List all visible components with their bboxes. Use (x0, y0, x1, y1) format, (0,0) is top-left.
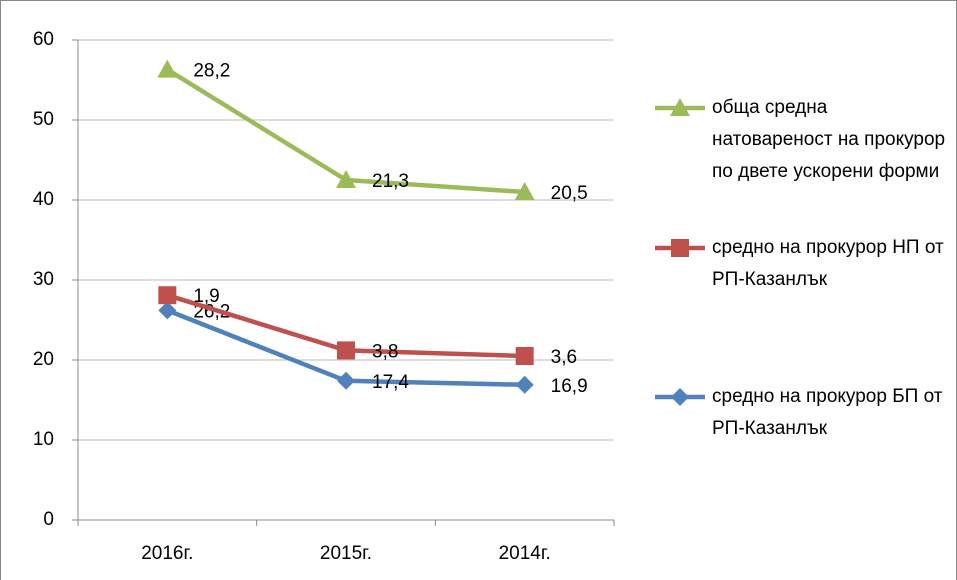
marker (158, 286, 177, 305)
x-tick-label: 2014г. (499, 543, 551, 564)
marker (157, 59, 178, 78)
data-label: 20,5 (551, 183, 588, 204)
data-label: 17,4 (372, 372, 409, 393)
y-tick-label: 60 (33, 29, 54, 50)
x-tick-label: 2015г. (320, 543, 372, 564)
y-tick-label: 20 (33, 349, 54, 370)
marker (336, 170, 356, 188)
data-label: 3,6 (551, 347, 577, 368)
marker (158, 301, 177, 320)
y-tick-label: 30 (33, 269, 54, 290)
y-tick-label: 50 (33, 109, 54, 130)
data-label: 3,8 (372, 341, 398, 362)
x-tick-label: 2016г. (141, 543, 193, 564)
marker (671, 388, 689, 406)
marker (515, 375, 534, 394)
y-tick-label: 40 (33, 189, 54, 210)
legend-label: средно на прокурор НП от РП-Казанлък (712, 237, 944, 290)
data-label: 16,9 (551, 376, 588, 397)
data-label: 28,2 (193, 61, 230, 82)
legend-label: обща средна натовареност на прокурор по … (712, 97, 946, 182)
marker (671, 239, 689, 257)
legend-label: средно на прокурор БП от РП-Казанлък (712, 386, 943, 439)
marker (337, 371, 355, 390)
marker (514, 182, 535, 200)
marker (670, 98, 690, 116)
y-tick-label: 10 (33, 429, 54, 450)
data-label: 1,9 (193, 286, 219, 307)
data-label: 21,3 (372, 171, 409, 192)
y-tick-label: 0 (43, 509, 54, 530)
marker (515, 347, 534, 365)
marker (337, 341, 355, 360)
